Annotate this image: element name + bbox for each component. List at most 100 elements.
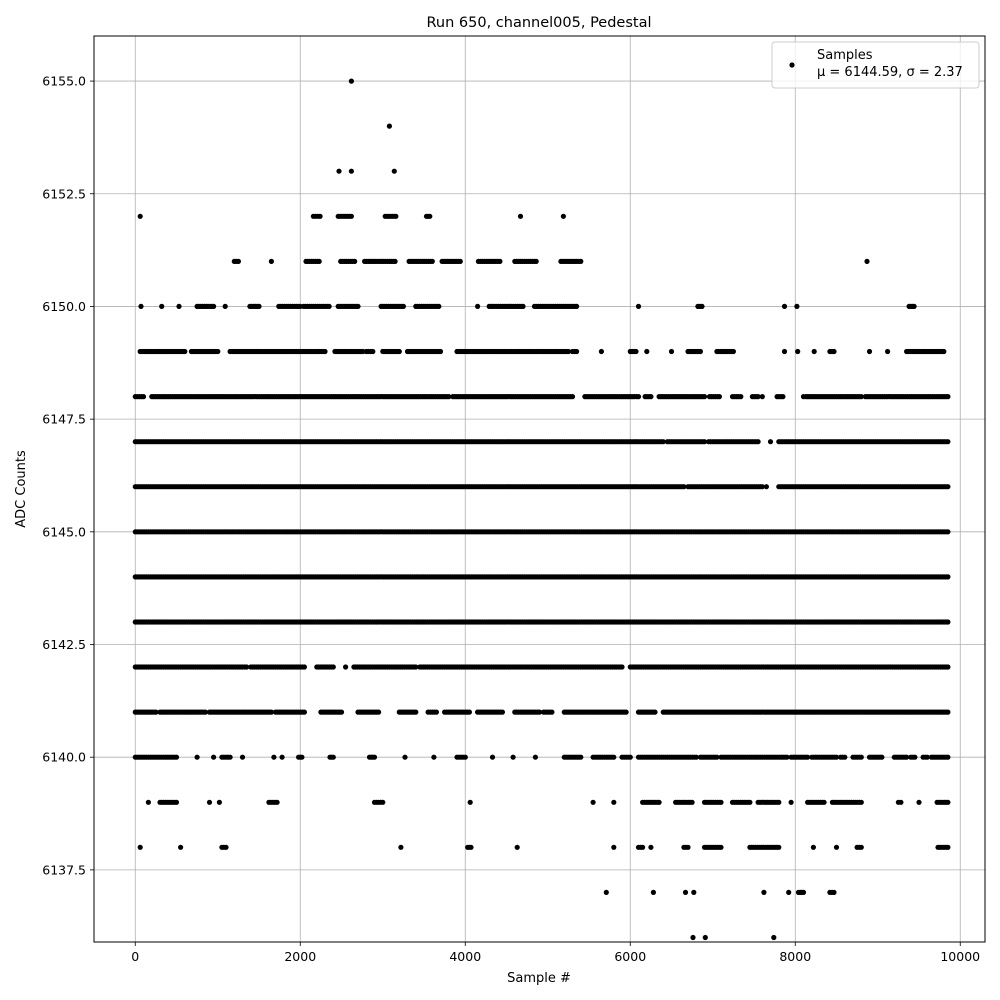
data-point (858, 799, 864, 805)
data-point (697, 348, 704, 355)
data-point (560, 213, 567, 219)
data-point (945, 664, 951, 670)
data-point (681, 484, 687, 490)
data-point (911, 303, 917, 309)
data-point (786, 889, 792, 896)
data-point (619, 664, 625, 670)
data-point (784, 754, 790, 760)
data-point (916, 799, 922, 805)
data-point (701, 394, 708, 400)
chart-title: Run 650, channel005, Pedestal (426, 15, 651, 31)
data-point (800, 889, 807, 896)
data-point (520, 303, 526, 309)
data-point (652, 709, 658, 715)
data-point (821, 799, 827, 805)
data-point (578, 754, 584, 760)
y-tick-label: 6150.0 (42, 299, 86, 314)
data-point (514, 844, 520, 850)
data-point (693, 754, 699, 760)
data-point (386, 123, 392, 129)
data-point (635, 303, 642, 309)
data-point (348, 168, 354, 174)
data-point (648, 844, 654, 850)
data-point (730, 348, 737, 355)
data-point (376, 709, 382, 715)
legend-box (771, 41, 980, 89)
data-point (159, 303, 165, 309)
data-point (549, 709, 555, 715)
data-point (413, 709, 419, 715)
data-point (330, 664, 336, 670)
x-tick-label: 4000 (449, 949, 481, 964)
data-point (532, 754, 539, 760)
data-point (489, 754, 496, 760)
data-point (763, 484, 770, 490)
data-point (466, 709, 472, 715)
data-point (811, 348, 817, 355)
data-point (858, 394, 864, 400)
x-axis-ticks: 0 2000 4000 6000 8000 10000 (131, 942, 980, 964)
data-point (623, 709, 629, 715)
data-point (211, 303, 217, 309)
x-tick-label: 10000 (940, 949, 980, 964)
data-point (866, 348, 873, 355)
data-point (206, 799, 213, 805)
x-tick-label: 0 (131, 949, 139, 964)
data-point (173, 799, 180, 805)
data-point (842, 754, 848, 760)
data-point (391, 168, 397, 174)
data-point (771, 934, 777, 941)
data-point (945, 394, 951, 400)
legend-entry-label: Samples (817, 48, 873, 63)
data-point (176, 303, 182, 309)
data-point (510, 754, 516, 760)
y-tick-label: 6142.5 (42, 637, 86, 652)
data-point (467, 799, 473, 805)
data-point (781, 303, 788, 309)
data-point (348, 78, 354, 84)
data-point (216, 799, 222, 805)
data-point (702, 934, 708, 941)
data-point (517, 213, 524, 219)
data-point (660, 439, 666, 445)
plot-area-frame (93, 35, 986, 943)
data-point (317, 213, 323, 219)
data-point (437, 348, 444, 355)
points-layer (132, 78, 951, 941)
data-point (780, 394, 786, 400)
data-point (145, 799, 151, 805)
data-point (945, 619, 951, 625)
legend: Samples μ = 6144.59, σ = 2.37 (771, 41, 980, 89)
data-point (718, 844, 724, 850)
data-point (138, 303, 144, 309)
data-point (689, 799, 695, 805)
data-point (427, 213, 433, 219)
data-point (533, 258, 539, 264)
data-point (759, 484, 765, 490)
data-point (299, 754, 305, 760)
data-point (431, 754, 437, 760)
data-point (429, 258, 435, 264)
data-point (468, 844, 474, 850)
data-point (644, 348, 650, 355)
data-point (633, 348, 639, 355)
data-point (400, 303, 406, 309)
data-point (239, 754, 246, 760)
data-point (945, 529, 951, 535)
data-point (682, 889, 689, 896)
data-point (904, 754, 910, 760)
data-point (924, 754, 930, 760)
data-point (137, 844, 143, 850)
data-point (945, 799, 951, 805)
data-point (699, 303, 705, 309)
legend-marker-dot (789, 62, 795, 68)
data-point (714, 754, 720, 760)
x-tick-label: 2000 (284, 949, 316, 964)
data-point (776, 844, 782, 850)
data-point (941, 348, 947, 355)
data-point (831, 348, 837, 355)
data-point (497, 258, 503, 264)
y-axis-ticks: 6137.5 6140.0 6142.5 6145.0 6147.5 6150.0 6152… (42, 74, 94, 877)
data-point (182, 348, 188, 355)
data-point (611, 799, 617, 805)
